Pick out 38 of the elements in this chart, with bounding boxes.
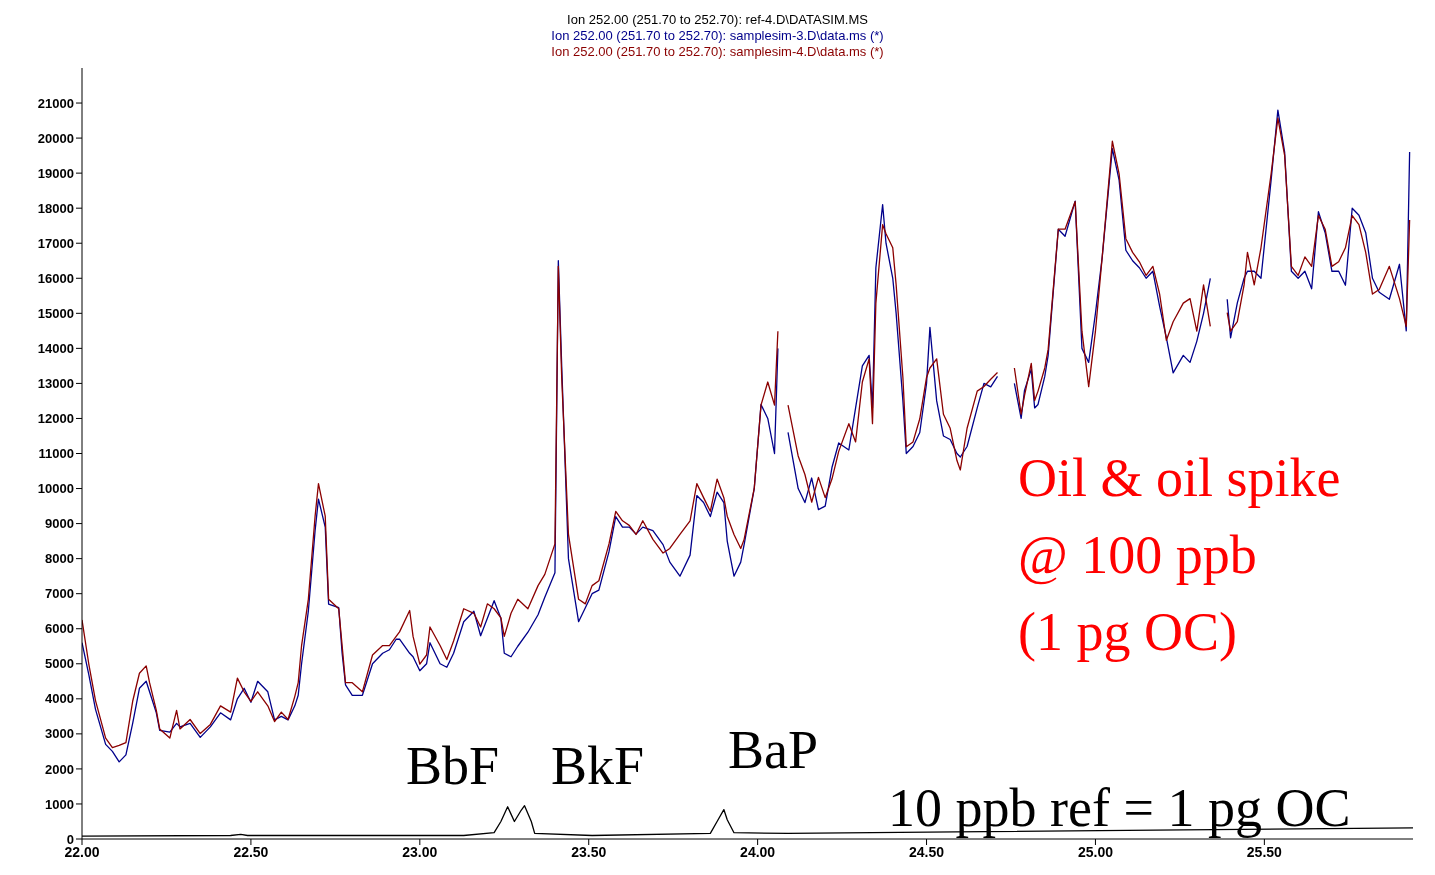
y-tick-label: 10000 xyxy=(37,481,74,497)
y-tick-label: 15000 xyxy=(37,305,74,321)
y-tick-label: 6000 xyxy=(45,621,74,637)
y-tick-label: 3000 xyxy=(45,726,74,742)
annotation: BbF xyxy=(406,736,500,796)
y-tick-label: 4000 xyxy=(45,691,74,707)
x-tick-label: 23.50 xyxy=(571,843,607,860)
text: Ion 252.00 (251.70 to 252.70): samplesim-4.D\data.ms (*) xyxy=(550,44,885,60)
annotation: BaP xyxy=(728,720,819,780)
y-tick-label: 13000 xyxy=(37,376,74,392)
annotation: @ 100 ppb xyxy=(1018,525,1257,585)
x-tick-label: 23.00 xyxy=(402,843,438,860)
y-tick-label: 9000 xyxy=(45,516,74,532)
y-tick-label: 20000 xyxy=(37,130,74,146)
x-tick-label: 24.00 xyxy=(740,843,776,860)
x-tick-label: 25.00 xyxy=(1077,843,1114,860)
text: Ion 252.00 (251.70 to 252.70): ref-4.D\DATASIM.MS xyxy=(566,12,869,28)
x-tick-label: 24.50 xyxy=(909,843,945,860)
y-tick-label: 17000 xyxy=(37,235,74,251)
annotation: BkF xyxy=(551,736,645,796)
annotation: (1 pg OC) xyxy=(1018,602,1237,662)
y-tick-label: 21000 xyxy=(37,95,74,111)
x-tick-label: 22.50 xyxy=(233,843,269,860)
text: Ion 252.00 (251.70 to 252.70): samplesim-3.D\data.ms (*) xyxy=(550,28,885,44)
y-tick-label: 2000 xyxy=(45,761,74,777)
x-tick-label: 25.50 xyxy=(1246,843,1283,860)
y-tick-label: 1000 xyxy=(45,796,74,812)
y-tick-label: 5000 xyxy=(45,656,74,672)
y-tick-label: 11000 xyxy=(38,446,74,462)
annotation: 10 ppb ref = 1 pg OC xyxy=(888,778,1351,838)
y-tick-label: 18000 xyxy=(37,200,74,216)
annotation: Oil & oil spike xyxy=(1018,448,1341,508)
y-tick-label: 12000 xyxy=(37,411,74,427)
y-tick-label: 7000 xyxy=(45,586,74,602)
y-tick-label: 16000 xyxy=(37,270,74,286)
y-tick-label: 14000 xyxy=(37,340,74,356)
y-tick-label: 8000 xyxy=(45,551,74,567)
y-tick-label: 19000 xyxy=(37,165,74,181)
